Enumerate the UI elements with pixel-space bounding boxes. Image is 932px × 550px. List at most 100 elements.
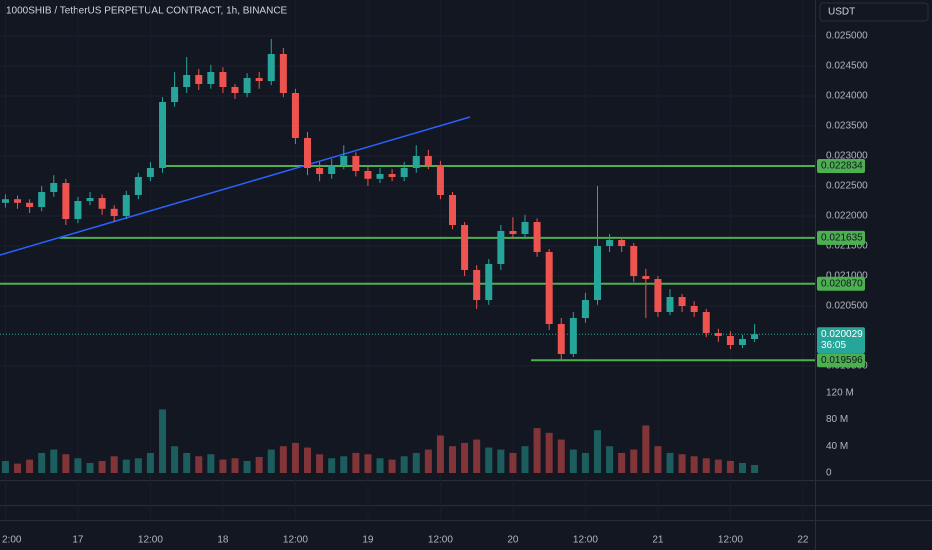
candle-body [424, 156, 432, 165]
volume-tick-label: 80 M [826, 414, 848, 425]
volume-bar [739, 462, 747, 473]
volume-bar [702, 458, 710, 473]
candle-body [183, 75, 191, 87]
candle-body [231, 87, 239, 93]
volume-bar [134, 458, 142, 473]
candle-body [340, 156, 348, 165]
candle-body [146, 168, 154, 177]
y-tick-label: 0.021000 [826, 271, 868, 282]
volume-bar [521, 446, 529, 473]
level-label-box [817, 353, 865, 368]
volume-bar [618, 452, 626, 473]
volume-bar [316, 454, 324, 473]
candle-body [436, 165, 444, 195]
candle-body [581, 300, 589, 318]
level-label-box [817, 158, 865, 173]
volume-bar [255, 456, 263, 473]
y-tick-label: 0.023500 [826, 121, 868, 132]
candle-body [62, 183, 70, 219]
volume-bar [449, 446, 457, 473]
candle-body [557, 324, 565, 354]
y-tick-label: 0.022500 [826, 181, 868, 192]
volume-bar [497, 449, 505, 473]
volume-bar [98, 460, 106, 473]
volume-bar [50, 449, 58, 473]
candle-body [364, 171, 372, 179]
candle-body [316, 168, 324, 174]
currency-button[interactable] [819, 2, 929, 22]
volume-bar [678, 454, 686, 473]
volume-bar [328, 458, 336, 473]
candle-body [521, 222, 529, 234]
candle-body [291, 93, 299, 138]
y-tick-label: 0.020500 [826, 301, 868, 312]
trendline [0, 116, 471, 256]
candle-body [376, 174, 384, 179]
level-label: 0.020870 [821, 278, 863, 289]
volume-bar [159, 409, 167, 473]
volume-bar [62, 454, 70, 473]
volume-bar [594, 430, 602, 473]
volume-bar [219, 459, 227, 473]
volume-bar [352, 452, 360, 473]
candle-body [702, 312, 710, 333]
candle-body [195, 75, 203, 84]
y-tick-label: 0.024000 [826, 91, 868, 102]
candle-body [751, 334, 759, 339]
volume-bar [630, 449, 638, 473]
volume-bar [195, 456, 203, 473]
level-label: 0.019596 [821, 355, 863, 366]
candle-body [243, 78, 251, 93]
volume-bar [473, 439, 481, 473]
volume-bar [666, 452, 674, 473]
candle-body [630, 246, 638, 276]
countdown: 36:05 [821, 340, 846, 351]
volume-bar [461, 442, 469, 473]
axis-unit[interactable]: USDT [828, 7, 855, 18]
last-price-label: 0.020029 [821, 329, 863, 340]
candle-body [50, 183, 58, 192]
volume-bar [485, 447, 493, 473]
candle-body [38, 192, 46, 207]
candle-body [14, 199, 22, 203]
x-tick-label: 22 [797, 535, 809, 546]
volume-bar [122, 459, 130, 473]
volume-bar [533, 428, 541, 473]
x-tick-label: 20 [507, 535, 519, 546]
candle-body [606, 240, 614, 246]
volume-bar [726, 460, 734, 473]
volume-bar [340, 456, 348, 473]
candle-body [726, 336, 734, 345]
candle-body [207, 72, 215, 84]
candle-body [86, 198, 94, 201]
candle-body [569, 318, 577, 354]
volume-bar [74, 458, 82, 473]
level-label: 0.021635 [821, 233, 863, 244]
candle-body [461, 225, 469, 270]
candle-body [690, 306, 698, 312]
volume-bar [291, 442, 299, 473]
volume-bar [400, 456, 408, 473]
candle-body [388, 174, 396, 177]
y-tick-label: 0.024500 [826, 61, 868, 72]
candle-body [642, 276, 650, 279]
candle-body [134, 177, 142, 195]
volume-tick-label: 0 [826, 468, 832, 479]
volume-bar [110, 456, 118, 473]
volume-bar [424, 449, 432, 473]
x-tick-label: 19 [362, 535, 374, 546]
x-tick-label: 21 [652, 535, 664, 546]
volume-bar [412, 452, 420, 473]
volume-bar [690, 456, 698, 473]
volume-bar [1, 460, 9, 473]
candle-body [26, 202, 34, 207]
candle-body [1, 199, 9, 203]
volume-bar [654, 446, 662, 473]
candle-body [678, 297, 686, 306]
volume-bar [714, 459, 722, 473]
volume-bar [38, 452, 46, 473]
candle-body [267, 54, 275, 81]
volume-bar [183, 452, 191, 473]
volume-bar [376, 458, 384, 473]
candle-body [255, 78, 263, 81]
